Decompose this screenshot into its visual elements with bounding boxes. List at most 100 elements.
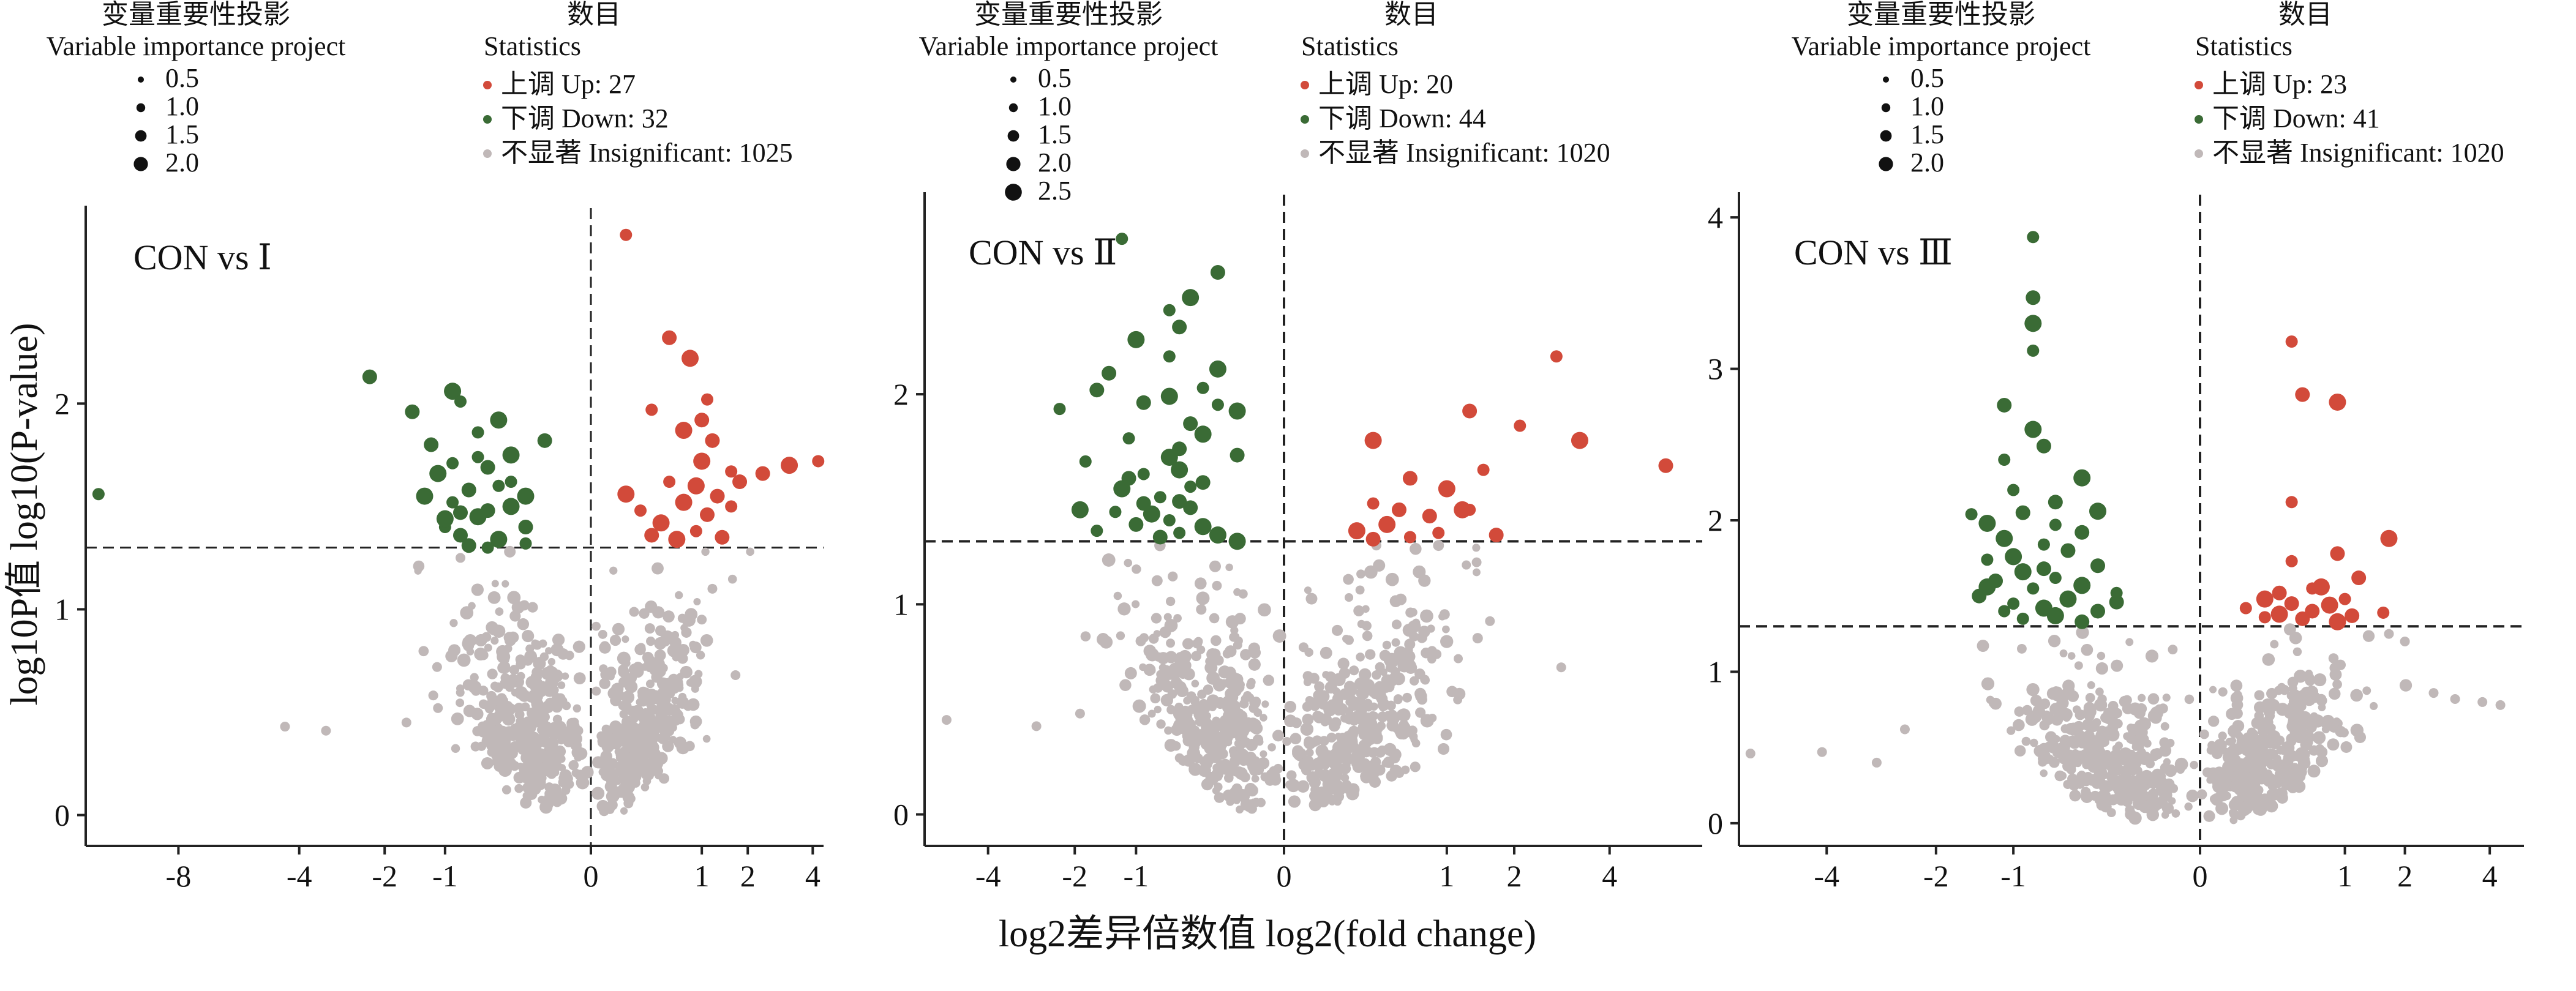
insignificant-point [533,659,542,668]
insignificant-point [2097,651,2106,660]
insignificant-point [455,553,465,563]
insignificant-point [1193,708,1207,722]
insignificant-point [616,763,626,772]
up-point [1462,403,1478,419]
x-tick-label: 2 [2397,859,2413,893]
up-point [694,413,710,428]
insignificant-point [1196,591,1210,605]
insignificant-point [486,621,498,634]
insignificant-point [1155,675,1168,687]
insignificant-point [280,722,290,732]
insignificant-point [2230,783,2240,793]
down-point [362,369,377,384]
insignificant-point [2038,757,2048,767]
insignificant-point [539,652,549,662]
insignificant-point [1211,635,1222,646]
insignificant-point [2203,810,2215,822]
insignificant-point [1191,651,1201,662]
insignificant-point [591,686,601,696]
y-tick-label: 3 [1708,352,1723,386]
insignificant-point [614,787,625,798]
x-tick-label: 4 [2482,859,2498,893]
down-point [1102,365,1117,381]
vip-size-marker [1006,157,1021,171]
down-points [92,369,552,554]
insignificant-point [1173,614,1182,623]
insignificant-point [1209,560,1221,572]
insignificant-point [2070,749,2081,759]
insignificant-point [552,634,565,646]
legend-up-marker [2195,81,2203,89]
insignificant-point [623,798,634,809]
insignificant-point [2108,771,2118,780]
vip-size-label: 1.5 [1038,119,1072,149]
insignificant-point [615,748,628,761]
insignificant-point [568,760,579,771]
insignificant-point [1386,719,1399,732]
insignificant-point [1124,667,1137,679]
y-tick-label: 0 [893,798,909,832]
insignificant-point [456,698,465,708]
insignificant-point [1246,784,1258,797]
insignificant-point [1817,747,1827,757]
insignificant-point [2087,760,2101,773]
down-point [1071,501,1089,518]
insignificant-point [1389,765,1403,778]
x-tick-label: 1 [694,859,710,893]
stats-legend-title-cn: 数目 [1384,0,1438,29]
insignificant-point [2250,768,2261,780]
down-point [490,531,508,548]
x-axis-label: log2差异倍数值 log2(fold change) [999,913,1536,955]
insignificant-point [609,634,621,646]
insignificant-point [2095,777,2106,788]
insignificant-point [2054,770,2065,782]
insignificant-point [1132,699,1146,713]
up-point [2338,593,2351,605]
insignificant-point [2157,771,2166,781]
up-point [620,228,633,241]
up-point [1403,531,1416,544]
up-point [2295,387,2310,402]
down-point [1089,383,1105,398]
up-point [663,476,676,488]
insignificant-point [497,725,508,737]
x-tick-label: -1 [2000,859,2026,893]
insignificant-point [2119,695,2131,708]
stats-legend-title-en: Statistics [484,31,581,61]
insignificant-point [1236,724,1250,738]
panel-title: CON vs Ⅲ [1794,233,1953,272]
insignificant-point [501,580,509,588]
insignificant-point [1251,774,1260,783]
insignificant-point [1408,608,1418,617]
down-point [2024,315,2042,332]
insignificant-point [2332,679,2342,689]
insignificant-point [491,580,499,588]
insignificant-point [1284,700,1297,713]
insignificant-point [531,667,543,678]
insignificant-point [655,709,668,722]
insignificant-point [1389,595,1402,608]
insignificant-point [612,623,625,635]
insignificant-point [2127,810,2136,819]
down-point [2110,586,2123,599]
insignificant-point [2236,761,2247,771]
insignificant-point [468,602,476,610]
x-tick-label: -4 [287,859,312,893]
insignificant-point [1260,750,1267,758]
insignificant-point [2124,791,2132,800]
down-point [1209,526,1226,544]
insignificant-point [1386,709,1398,722]
insignificant-point [2124,760,2133,770]
up-point [725,465,738,478]
insignificant-point [598,629,607,639]
insignificant-point [2292,780,2306,793]
insignificant-point [2124,753,2132,761]
down-point [492,479,505,492]
insignificant-point [2206,746,2215,755]
insignificant-point [1391,619,1402,630]
down-point [1172,494,1187,509]
up-point [701,393,713,406]
